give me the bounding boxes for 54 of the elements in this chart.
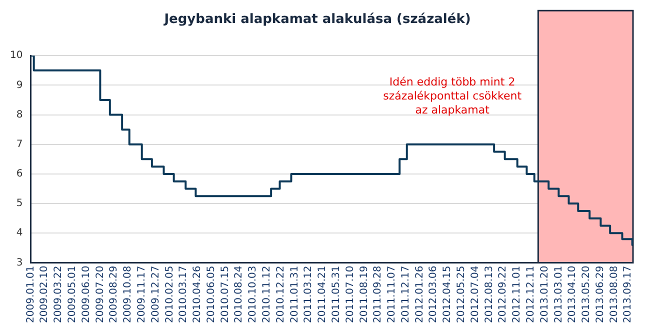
x-tick-label: 2012.03.06 bbox=[428, 266, 440, 324]
x-tick-label: 2013.08.08 bbox=[608, 266, 620, 324]
y-tick-label: 5 bbox=[16, 198, 23, 210]
x-tick-label: 2011.04.21 bbox=[317, 266, 328, 324]
x-tick-label: 2012.12.11 bbox=[525, 266, 536, 324]
x-tick-label: 2009.03.22 bbox=[53, 266, 64, 324]
x-tick-label: 2010.08.24 bbox=[234, 266, 245, 324]
x-tick-label: 2013.04.10 bbox=[567, 266, 578, 324]
y-tick-label: 7 bbox=[16, 138, 23, 150]
x-tick-label: 2011.09.28 bbox=[372, 266, 384, 324]
y-tick-label: 8 bbox=[16, 109, 23, 120]
x-tick-label: 2011.05.31 bbox=[330, 266, 342, 324]
x-tick-label: 2010.10.03 bbox=[248, 266, 259, 324]
x-tick-label: 2009.08.29 bbox=[108, 266, 120, 324]
x-tick-label: 2009.02.10 bbox=[39, 266, 50, 324]
x-tick-label: 2012.04.15 bbox=[442, 266, 454, 324]
x-tick-label: 2013.09.17 bbox=[622, 266, 634, 324]
x-tick-label: 2011.12.17 bbox=[400, 266, 412, 324]
y-tick-label: 4 bbox=[16, 228, 23, 239]
x-tick-label: 2011.03.12 bbox=[303, 266, 314, 324]
x-tick-label: 2010.03.17 bbox=[178, 266, 190, 324]
x-tick-label: 2013.06.29 bbox=[594, 266, 606, 324]
x-tick-label: 2012.07.04 bbox=[470, 266, 481, 324]
x-tick-label: 2011.01.31 bbox=[289, 266, 300, 324]
x-tick-label: 2009.01.01 bbox=[25, 266, 36, 324]
x-tick-label: 2009.11.17 bbox=[136, 266, 148, 324]
y-tick-label: 3 bbox=[16, 257, 23, 268]
x-tick-label: 2012.08.13 bbox=[484, 266, 495, 324]
x-tick-label: 2010.04.26 bbox=[192, 266, 204, 324]
x-tick-label: 2010.06.05 bbox=[206, 266, 217, 324]
x-tick-label: 2013.01.20 bbox=[539, 266, 550, 324]
x-tick-label: 2009.10.08 bbox=[122, 266, 134, 324]
y-tick-label: 6 bbox=[16, 168, 23, 180]
x-tick-label: 2012.09.22 bbox=[498, 266, 509, 324]
x-tick-label: 2009.06.10 bbox=[80, 266, 92, 324]
x-tick-label: 2010.12.22 bbox=[275, 266, 286, 324]
x-tick-label: 2012.05.25 bbox=[456, 266, 468, 324]
x-tick-label: 2009.05.01 bbox=[67, 266, 78, 324]
x-tick-label: 2012.01.26 bbox=[414, 266, 426, 324]
y-tick-label: 9 bbox=[16, 80, 23, 91]
x-tick-label: 2009.12.27 bbox=[150, 266, 162, 324]
annotation: Idén eddig több mint 2 százalékponttal csökkent az alapkamat bbox=[383, 76, 522, 117]
x-tick-label: 2012.11.01 bbox=[512, 266, 523, 324]
x-tick-label: 2010.02.05 bbox=[164, 266, 176, 324]
chart-title: Jegybanki alapkamat alakulása (százalék) bbox=[163, 12, 471, 28]
x-tick-label: 2010.11.12 bbox=[262, 266, 273, 324]
x-tick-label: 2011.07.10 bbox=[344, 266, 356, 324]
x-tick-label: 2009.07.20 bbox=[94, 266, 106, 324]
x-tick-label: 2013.03.01 bbox=[553, 266, 564, 324]
x-tick-label: 2013.05.20 bbox=[581, 266, 592, 324]
y-tick-label: 10 bbox=[10, 50, 23, 62]
x-tick-label: 2010.07.15 bbox=[220, 266, 231, 324]
x-tick-label: 2011.08.19 bbox=[358, 266, 370, 324]
x-tick-label: 2011.11.07 bbox=[386, 266, 398, 324]
